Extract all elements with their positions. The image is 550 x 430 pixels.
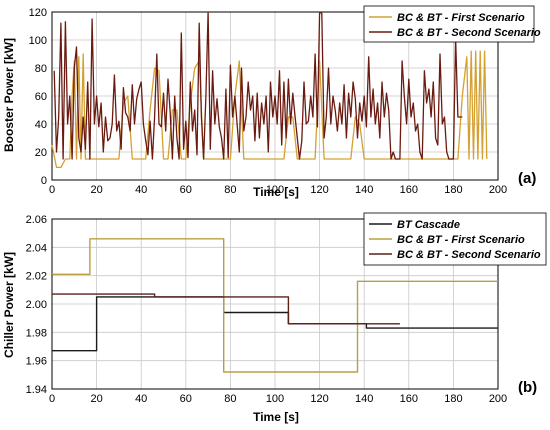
x-tick-label: 160 xyxy=(400,393,418,405)
y-axis-label: Chiller Power [kW] xyxy=(2,252,16,358)
y-tick-label: 2.04 xyxy=(26,242,47,254)
y-tick-label: 2.02 xyxy=(26,271,47,283)
y-tick-label: 120 xyxy=(29,7,47,19)
legend-entry: BC & BT - Second Scenario xyxy=(397,27,541,39)
y-tick-labels: 0 20 40 60 80 100 120 xyxy=(29,7,47,187)
series-line-1 xyxy=(52,296,498,352)
y-tick-label: 20 xyxy=(35,147,47,159)
x-tick-label: 120 xyxy=(310,393,328,405)
x-tick-label: 80 xyxy=(224,184,236,196)
x-tick-label: 120 xyxy=(310,184,328,196)
series-line-3 xyxy=(52,293,400,325)
plot-area-frame xyxy=(51,11,499,181)
x-tick-label: 60 xyxy=(180,393,192,405)
x-tick-label: 140 xyxy=(355,184,373,196)
x-tick-label: 20 xyxy=(90,393,102,405)
x-axis-label: Time [s] xyxy=(253,185,299,199)
x-tick-label: 200 xyxy=(489,393,507,405)
legend-entry: BC & BT - Second Scenario xyxy=(397,249,541,261)
y-tick-label: 80 xyxy=(35,63,47,75)
x-tick-label: 0 xyxy=(49,184,55,196)
legend-entry: BC & BT - First Scenario xyxy=(397,234,525,246)
y-axis-label: Booster Power [kW] xyxy=(2,38,16,152)
x-tick-label: 100 xyxy=(266,184,284,196)
y-tick-label: 2.00 xyxy=(26,299,47,311)
y-tick-label: 100 xyxy=(29,35,47,47)
x-tick-label: 40 xyxy=(135,184,147,196)
x-tick-label: 180 xyxy=(444,393,462,405)
series-lines xyxy=(52,238,498,373)
legend-box xyxy=(363,5,535,43)
y-tick-labels: 1.94 1.96 1.98 2.00 2.02 2.04 2.06 xyxy=(26,214,47,396)
x-tick-label: 140 xyxy=(355,393,373,405)
x-tick-label: 180 xyxy=(444,184,462,196)
y-tick-label: 2.06 xyxy=(26,214,47,226)
legend-entry: BC & BT - First Scenario xyxy=(397,12,525,24)
y-tick-label: 40 xyxy=(35,119,47,131)
x-tick-label: 0 xyxy=(49,393,55,405)
x-tick-label: 40 xyxy=(135,393,147,405)
plot-area-frame xyxy=(51,218,499,390)
x-tick-label: 60 xyxy=(180,184,192,196)
legend: BT Cascade BC & BT - First Scenario BC & B… xyxy=(363,212,547,266)
series-line-2 xyxy=(52,238,498,373)
legend-entry: BT Cascade xyxy=(397,219,460,231)
y-tick-label: 1.98 xyxy=(26,327,47,339)
legend-box xyxy=(363,212,547,266)
x-tick-label: 100 xyxy=(266,393,284,405)
x-tick-label: 160 xyxy=(400,184,418,196)
y-tick-label: 1.94 xyxy=(26,384,47,396)
booster-power-chart: 0 20 40 60 80 100 120 0 20 40 60 80 100 120 140 160 180… xyxy=(2,5,541,199)
x-tick-label: 20 xyxy=(90,184,102,196)
series-lines xyxy=(51,11,488,169)
x-tick-label: 80 xyxy=(224,393,236,405)
x-tick-label: 200 xyxy=(489,184,507,196)
y-tick-label: 1.96 xyxy=(26,356,47,368)
y-tick-label: 60 xyxy=(35,91,47,103)
panel-label: (b) xyxy=(518,379,537,396)
legend: BC & BT - First Scenario BC & BT - Second… xyxy=(363,5,541,43)
x-axis-label: Time [s] xyxy=(253,410,299,424)
x-tick-labels: 0 20 40 60 80 100 120 140 160 180 200 xyxy=(49,184,507,196)
series-line-1 xyxy=(51,50,488,169)
x-tick-labels: 0 20 40 60 80 100 120 140 160 180 200 xyxy=(49,393,507,405)
panel-label: (a) xyxy=(518,170,536,187)
chiller-power-chart: 1.94 1.96 1.98 2.00 2.02 2.04 2.06 0 20 40 60 80 10… xyxy=(2,212,547,424)
series-line-2 xyxy=(53,11,463,160)
y-tick-label: 0 xyxy=(41,175,47,187)
